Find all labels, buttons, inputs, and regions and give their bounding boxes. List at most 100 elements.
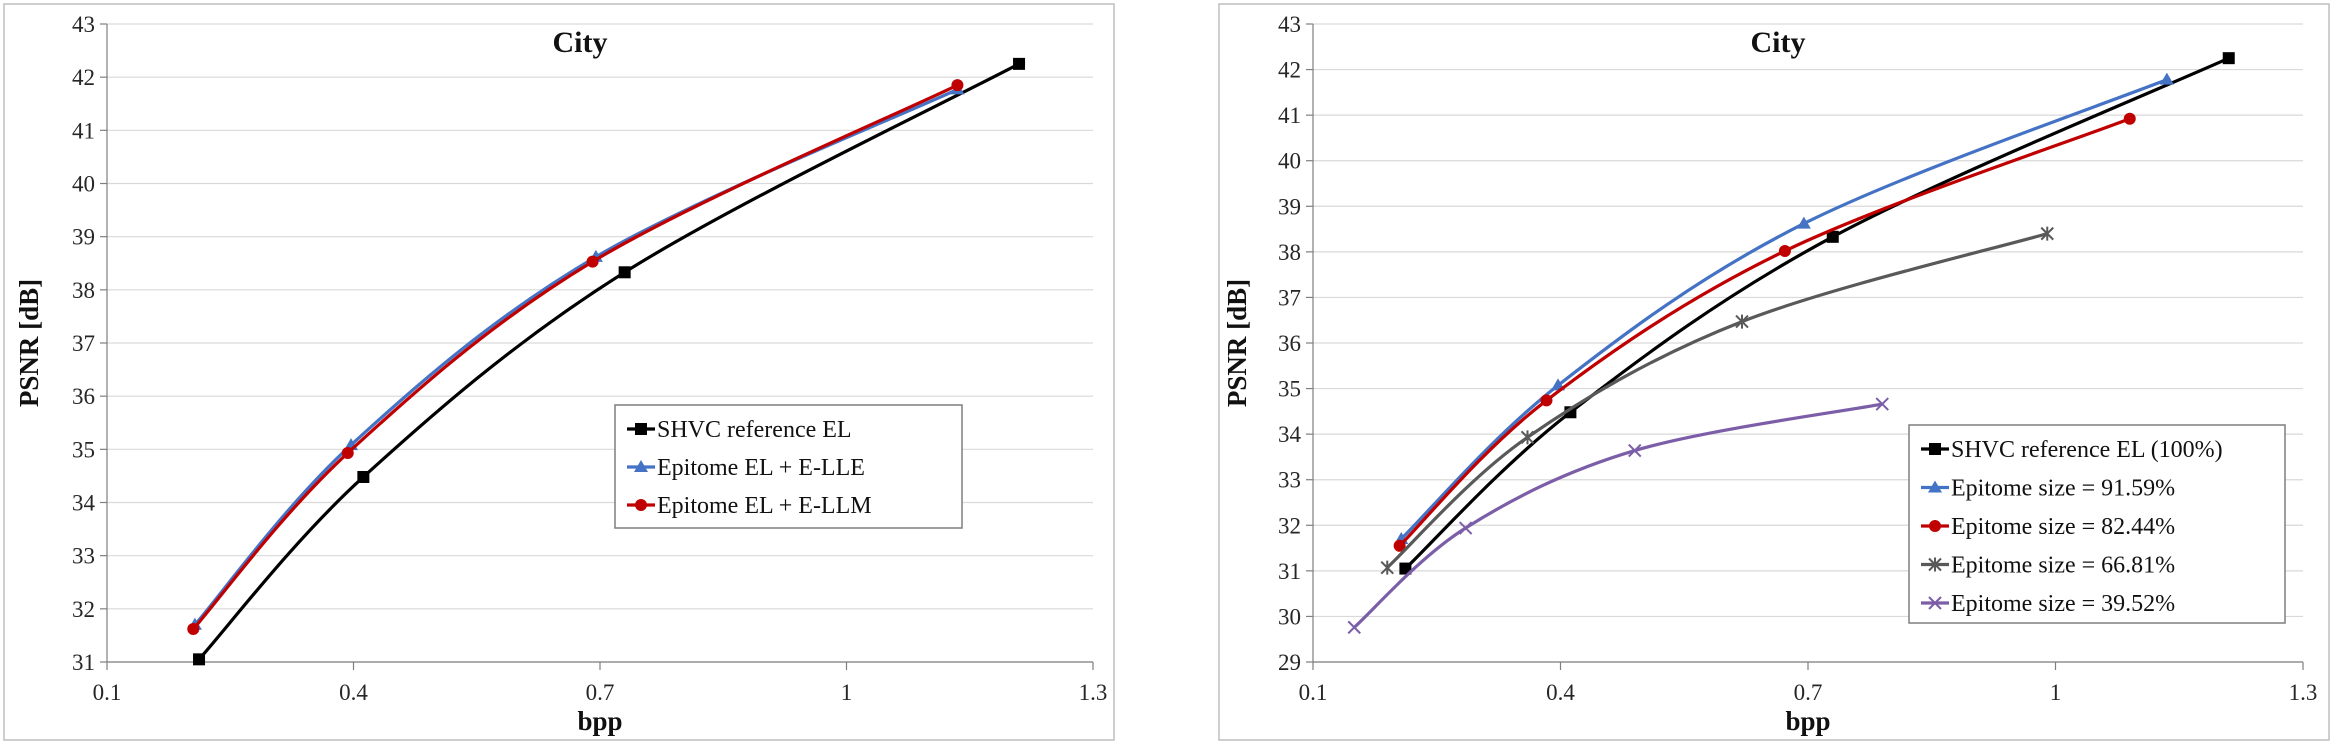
data-point	[1458, 521, 1473, 535]
series-3	[187, 79, 964, 636]
chart-frame	[1218, 3, 2330, 741]
data-point	[1735, 314, 1749, 329]
data-point	[1875, 397, 1889, 411]
series-line	[1400, 78, 2168, 541]
y-tick-label: 32	[1278, 513, 1301, 538]
x-tick-label: 0.7	[586, 680, 615, 705]
y-tick-label: 29	[1278, 650, 1301, 675]
data-point	[1399, 562, 1412, 575]
series-4	[1380, 226, 2054, 575]
x-tick-label: 1	[2050, 680, 2062, 705]
legend-label: SHVC reference EL (100%)	[1951, 437, 2223, 463]
series-line	[1398, 117, 2131, 547]
y-tick-label: 34	[72, 491, 96, 516]
data-point	[1796, 216, 1811, 229]
y-axis-title: PSNR [dB]	[1222, 279, 1252, 407]
y-tick-label: 32	[72, 597, 95, 622]
legend-item: Epitome EL + E-LLM	[627, 493, 872, 519]
chart-title: City	[1751, 26, 1806, 59]
y-tick-label: 41	[72, 118, 95, 143]
y-tick-label: 33	[1278, 468, 1301, 493]
data-point	[357, 470, 370, 483]
y-axis-title: PSNR [dB]	[14, 279, 44, 407]
data-point	[2222, 52, 2235, 65]
chart-title: City	[553, 26, 608, 59]
data-point	[187, 623, 200, 636]
x-tick-label: 0.7	[1794, 680, 1823, 705]
data-point	[2040, 226, 2054, 241]
y-tick-label: 37	[72, 331, 95, 356]
y-tick-label: 34	[1278, 422, 1302, 447]
data-point	[193, 653, 206, 666]
legend-swatch-marker	[1928, 557, 1942, 572]
legend-swatch-marker	[635, 499, 647, 511]
y-tick-label: 38	[1278, 240, 1301, 265]
series-1	[193, 57, 1026, 666]
legend-swatch-marker	[1929, 520, 1941, 532]
y-tick-label: 36	[1278, 331, 1301, 356]
y-tick-label: 40	[72, 172, 95, 197]
y-tick-label: 39	[72, 225, 95, 250]
series-5	[1347, 397, 1889, 635]
legend-item: SHVC reference EL	[627, 417, 852, 443]
y-tick-label: 38	[72, 278, 95, 303]
data-point	[586, 255, 599, 268]
legend-swatch-marker	[1928, 480, 1942, 493]
x-tick-label: 1	[841, 680, 853, 705]
y-tick-label: 37	[1278, 285, 1301, 310]
legend-label: SHVC reference EL	[657, 417, 852, 443]
data-point	[1628, 443, 1642, 458]
legend-item: Epitome size = 82.44%	[1921, 514, 2175, 540]
y-tick-label: 40	[1278, 149, 1301, 174]
x-axis-title: bpp	[1785, 706, 1830, 736]
y-tick-label: 42	[72, 65, 95, 90]
data-point	[951, 79, 964, 92]
series-line	[1404, 56, 2230, 570]
data-point	[1778, 244, 1791, 257]
legend-swatch-marker	[635, 423, 647, 435]
y-tick-label: 35	[72, 437, 95, 462]
x-axis: 0.1 0.4 0.7 1 1.3	[1299, 661, 2318, 705]
x-tick-label: 0.4	[339, 680, 368, 705]
legend-label: Epitome size = 91.59%	[1951, 476, 2175, 502]
x-axis: 0.1 0.4 0.7 1 1.3	[93, 661, 1107, 705]
series-line	[1386, 232, 2048, 569]
legend: SHVC reference EL (100%) Epitome size = 9…	[1908, 424, 2286, 624]
x-tick-label: 0.4	[1546, 680, 1575, 705]
x-axis-title: bpp	[577, 706, 622, 736]
data-point	[2123, 112, 2136, 125]
legend-swatch-marker	[1929, 443, 1941, 455]
chart-frame	[3, 3, 1115, 741]
data-point	[618, 266, 631, 279]
series-3	[1393, 112, 2136, 552]
data-point	[1826, 230, 1839, 243]
legend-label: Epitome EL + E-LLE	[657, 455, 865, 481]
data-point	[341, 447, 354, 460]
legend-item: Epitome size = 66.81%	[1921, 553, 2175, 579]
y-tick-label: 43	[72, 12, 95, 37]
legend-box	[614, 404, 963, 529]
data-point	[1540, 394, 1553, 407]
legend: SHVC reference EL Epitome EL + E-LLE Epito…	[614, 404, 963, 529]
y-tick-label: 36	[72, 384, 95, 409]
legend-swatch-marker	[634, 460, 648, 472]
series-line	[192, 83, 959, 631]
data-point	[1347, 620, 1361, 635]
y-tick-label: 42	[1278, 58, 1301, 83]
y-tick-label: 41	[1278, 103, 1301, 128]
y-tick-label: 43	[1278, 12, 1301, 37]
legend-label: Epitome size = 39.52%	[1951, 591, 2175, 617]
legend-label: Epitome size = 66.81%	[1951, 553, 2175, 579]
y-tick-label: 35	[1278, 377, 1301, 402]
x-tick-label: 0.1	[93, 680, 122, 705]
series-line	[1353, 402, 1883, 629]
x-tick-label: 1.3	[2289, 680, 2318, 705]
y-tick-label: 33	[72, 544, 95, 569]
series-line	[197, 62, 1020, 661]
psnr-chart-right: 29 30 31 32 33 34 35 36 37 38 39 40 41 42 43 0.1 0.4 0.7 1…	[1218, 3, 2330, 741]
data-point	[1393, 539, 1406, 552]
chart-panel-right: 29 30 31 32 33 34 35 36 37 38 39 40 41 42 43 0.1 0.4 0.7 1…	[1215, 0, 2335, 745]
y-tick-label: 31	[1278, 559, 1301, 584]
legend-item: Epitome size = 91.59%	[1921, 476, 2175, 502]
data-point	[1520, 430, 1535, 445]
